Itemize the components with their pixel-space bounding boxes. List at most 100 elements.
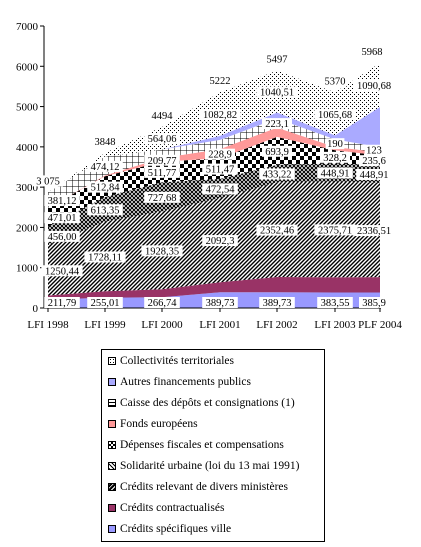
data-label-bg: [202, 163, 238, 175]
data-label-bg: [84, 251, 126, 263]
data-label-bg: [44, 297, 80, 308]
data-label: 266,74: [148, 298, 178, 309]
data-label-bg: [364, 144, 384, 156]
data-label: 223,1: [265, 119, 289, 130]
legend-item: Solidarité urbaine (loi du 13 mai 1991): [108, 459, 300, 473]
data-label: 2092,3: [206, 236, 235, 247]
data-label: 693,9: [265, 147, 289, 158]
legend-label: Solidarité urbaine (loi du 13 mai 1991): [120, 460, 300, 472]
legend-swatch: [108, 357, 116, 365]
legend-item: Fonds européens: [108, 417, 198, 431]
data-label-bg: [141, 245, 183, 257]
data-label-bg: [314, 224, 356, 236]
data-label: 448,91: [360, 170, 389, 181]
data-label-bg: [87, 160, 123, 172]
data-label: 2352,46: [260, 226, 294, 237]
data-label-bg: [202, 235, 238, 247]
legend-item: Collectivités territoriales: [108, 354, 234, 368]
legend-label: Dépenses fiscales et compensations: [120, 439, 284, 451]
y-tick-label: 3000: [16, 182, 39, 194]
total-label-bg: [33, 175, 63, 187]
data-label: 448,91: [321, 168, 350, 179]
total-label: 4494: [152, 111, 174, 122]
total-label-bg: [359, 46, 385, 58]
legend-label: Fonds européens: [120, 418, 198, 430]
data-label-bg: [144, 166, 180, 178]
data-label-bg: [314, 108, 356, 120]
legend-item: Crédits contractualisés: [108, 501, 224, 515]
data-label: 1040,51: [260, 88, 294, 99]
data-label: 255,01: [91, 298, 120, 309]
legend-item: Caisse des dépôts et consignations (1): [108, 396, 295, 410]
data-label: 512,84: [91, 183, 121, 194]
data-label: 433,22: [263, 169, 292, 180]
data-label: 123: [366, 146, 382, 157]
data-label: 1250,44: [45, 266, 80, 277]
y-tick-label: 0: [33, 303, 39, 315]
data-label-bg: [359, 297, 389, 308]
data-label: 1090,68: [357, 81, 391, 92]
data-label-bg: [317, 297, 353, 308]
area-series-4: [48, 136, 380, 227]
legend-item: Autres financements publics: [108, 375, 251, 389]
data-label: 1728,11: [88, 252, 122, 263]
x-tick-label: LFI 1999: [84, 319, 126, 331]
data-label: 385,9: [362, 298, 386, 309]
data-label: 235,6: [362, 156, 386, 167]
legend-item: Crédits relevant de divers ministères: [108, 480, 288, 494]
data-label: 389,73: [263, 298, 292, 309]
data-label: 2336,51: [357, 226, 391, 237]
data-label-bg: [256, 224, 298, 236]
x-tick-label: LFI 2001: [199, 319, 240, 331]
data-label-bg: [144, 154, 180, 166]
legend-label: Crédits contractualisés: [120, 502, 225, 514]
data-label: 1065,68: [318, 110, 352, 121]
data-label: 228,9: [208, 150, 232, 161]
total-label-bg: [264, 53, 290, 65]
total-label-bg: [149, 109, 175, 121]
x-tick-label: LFI 2000: [141, 319, 183, 331]
data-label-bg: [317, 167, 353, 179]
data-label: 727,68: [148, 193, 177, 204]
data-label-bg: [144, 191, 180, 203]
data-label-bg: [144, 133, 180, 145]
data-label-bg: [353, 80, 395, 92]
legend-swatch: [108, 504, 116, 512]
x-tick-label: LFI 2003: [314, 319, 356, 331]
data-label-bg: [259, 297, 295, 308]
total-label: 5968: [362, 47, 383, 58]
chart-legend: Collectivités territoriales Autres financ…: [101, 349, 325, 542]
data-label-bg: [44, 230, 80, 242]
data-label: 1082,82: [203, 110, 237, 121]
total-label: 5222: [210, 76, 231, 87]
data-label-bg: [44, 195, 80, 207]
legend-label: Collectivités territoriales: [120, 355, 235, 367]
data-label: 511,47: [206, 165, 235, 176]
data-label-bg: [87, 297, 123, 308]
data-label-bg: [87, 181, 123, 193]
data-label-bg: [41, 265, 83, 277]
data-label: 613,35: [91, 205, 120, 216]
x-tick-label: LFI 2002: [256, 319, 297, 331]
data-label: 471,01: [48, 213, 77, 224]
data-label-bg: [359, 155, 389, 167]
legend-label: Crédits spécifiques ville: [120, 523, 232, 535]
data-label: 2375,71: [318, 225, 352, 236]
data-label: 474,12: [91, 162, 120, 173]
y-tick-label: 2000: [16, 222, 39, 234]
data-label-bg: [87, 204, 123, 216]
data-label-bg: [320, 151, 350, 163]
data-label: 211,79: [48, 298, 77, 309]
data-label: 190: [327, 139, 343, 150]
legend-swatch: [108, 420, 116, 428]
total-label: 3 075: [36, 176, 60, 187]
legend-swatch: [108, 441, 116, 449]
data-label-bg: [144, 297, 180, 308]
legend-label: Autres financements publics: [120, 376, 251, 388]
data-label: 564,06: [148, 134, 177, 145]
data-label: 383,55: [321, 298, 350, 309]
total-label-bg: [207, 75, 233, 87]
area-series-1: [48, 276, 380, 300]
data-label-bg: [259, 168, 295, 180]
legend-swatch: [108, 378, 116, 386]
